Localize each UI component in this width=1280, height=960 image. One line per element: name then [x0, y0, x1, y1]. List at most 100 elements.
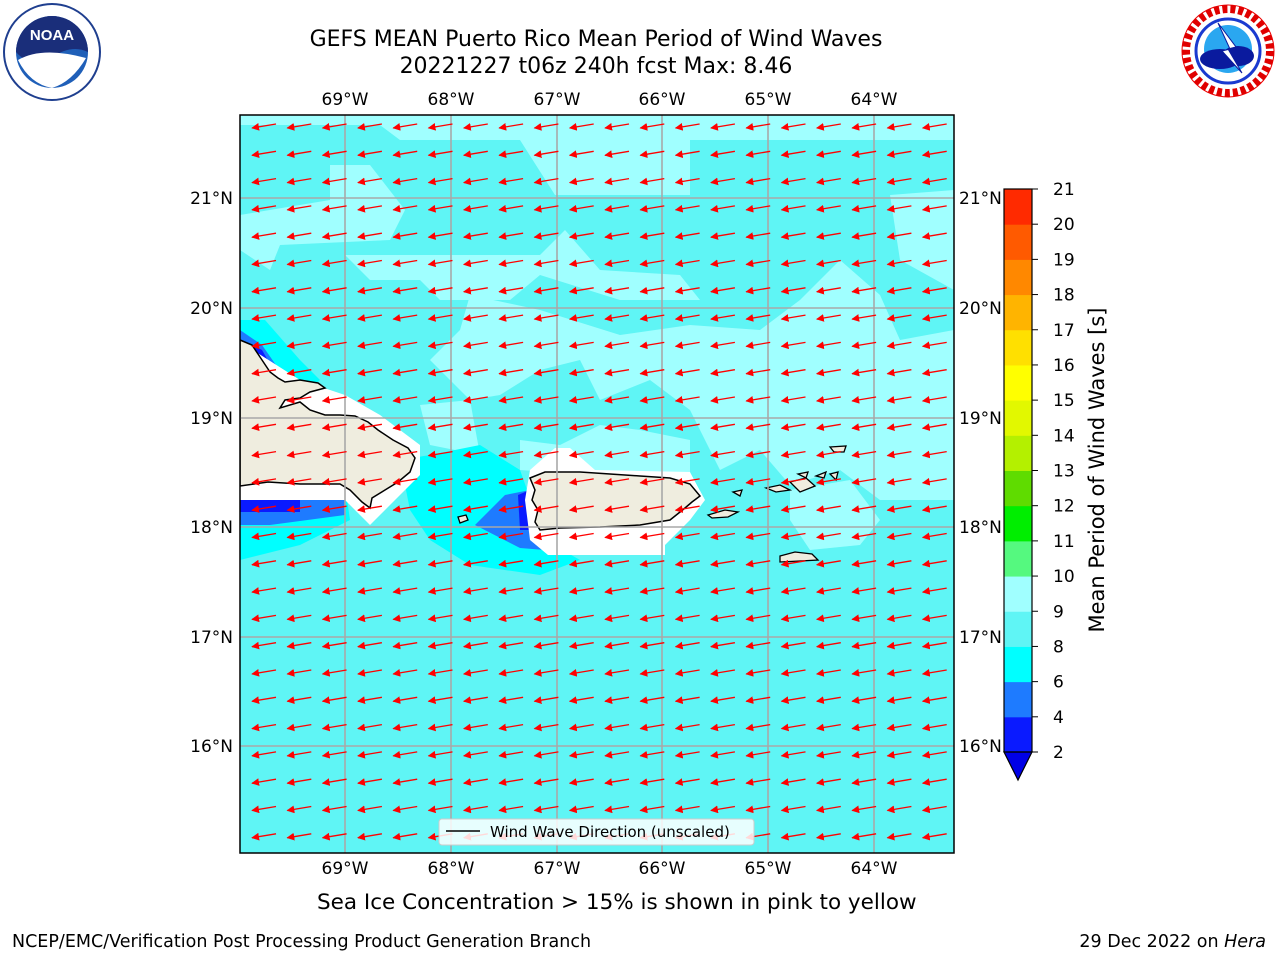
wind-arrow [321, 395, 347, 404]
wind-arrow [816, 696, 841, 704]
wind-arrow [251, 395, 277, 404]
wind-arrow [533, 668, 559, 677]
wind-arrow [463, 750, 488, 759]
wind-arrow [498, 614, 524, 623]
wind-arrow [392, 477, 418, 486]
wind-arrow [816, 477, 841, 486]
wind-arrow [886, 614, 912, 623]
wind-arrow [533, 177, 559, 186]
wind-arrow [533, 750, 559, 759]
wind-arrow [816, 450, 841, 459]
wind-arrow [533, 641, 559, 650]
wind-arrow [533, 286, 559, 295]
wind-arrow [463, 614, 488, 623]
wind-arrow [498, 423, 524, 431]
wind-arrow [780, 641, 806, 650]
wind-arrow [357, 314, 383, 322]
wind-arrow [674, 723, 700, 732]
wind-arrow [463, 723, 488, 732]
wind-arrow [533, 505, 559, 513]
wind-arrow [639, 505, 665, 513]
wind-arrow [921, 286, 947, 295]
wind-arrow [286, 805, 312, 814]
wind-arrow [463, 423, 488, 431]
wind-arrow [392, 450, 418, 459]
wind-arrow [357, 696, 383, 704]
wind-arrow [816, 587, 841, 595]
wind-arrow [886, 286, 912, 295]
wind-arrow [321, 532, 347, 541]
wind-arrow [357, 259, 383, 268]
wind-arrow [463, 341, 488, 350]
wind-arrow [674, 641, 700, 650]
wind-arrow [463, 232, 488, 240]
chart-subtitle: 20221227 t06z 240h fcst Max: 8.46 [399, 54, 793, 79]
wind-arrow [498, 641, 524, 650]
wind-arrow [816, 232, 841, 240]
wind-arrow [816, 204, 841, 213]
wind-arrow [498, 477, 524, 486]
wind-arrow [745, 341, 771, 350]
wind-arrow [816, 122, 841, 131]
wind-arrow [604, 587, 630, 595]
wind-arrow [674, 423, 700, 431]
wind-arrow [851, 587, 877, 595]
wind-arrow [674, 477, 700, 486]
wind-arrow [921, 423, 947, 431]
colorbar-segment [1004, 189, 1032, 225]
wind-arrow [604, 450, 630, 459]
wind-arrow [604, 395, 630, 404]
wind-arrow [674, 341, 700, 350]
wind-arrow [851, 122, 877, 131]
lat-label: 16°N [190, 737, 233, 757]
wind-arrow [780, 587, 806, 595]
wind-arrow [710, 204, 736, 213]
wind-arrow [251, 368, 277, 377]
wind-arrow [851, 668, 877, 677]
colorbar-tick-label: 2 [1053, 743, 1064, 763]
wind-arrow [463, 368, 488, 377]
sea-ice-note: Sea Ice Concentration > 15% is shown in … [317, 890, 917, 915]
wind-arrow [886, 750, 912, 759]
wind-arrow [604, 505, 630, 513]
wind-arrow [604, 477, 630, 486]
wind-arrow [533, 395, 559, 404]
wind-arrow [604, 259, 630, 268]
wind-arrow [745, 641, 771, 650]
wind-arrow [251, 423, 277, 431]
wind-arrow [427, 505, 453, 513]
wind-arrow [639, 778, 665, 786]
wind-arrow [357, 778, 383, 786]
lat-label: 21°N [959, 189, 1002, 209]
wind-arrow [286, 532, 312, 541]
footer-credit: NCEP/EMC/Verification Post Processing Pr… [12, 932, 592, 952]
wind-arrow [851, 750, 877, 759]
lat-label: 21°N [190, 189, 233, 209]
wind-arrow [392, 150, 418, 158]
wind-arrow [392, 723, 418, 732]
wind-arrow [321, 641, 347, 650]
wind-arrow [533, 368, 559, 377]
wind-arrow [568, 395, 594, 404]
wind-arrow [816, 395, 841, 404]
wind-arrow [392, 641, 418, 650]
wind-arrow [639, 232, 665, 240]
footer-date: 29 Dec 2022 on Hera [1079, 932, 1266, 952]
wind-arrow [851, 286, 877, 295]
wind-arrow [286, 614, 312, 623]
wind-arrow [745, 122, 771, 131]
wind-arrow [463, 778, 488, 786]
wind-arrow [780, 204, 806, 213]
wind-arrow [427, 450, 453, 459]
wind-arrow [886, 587, 912, 595]
wind-arrow [710, 505, 736, 513]
wind-arrow [357, 423, 383, 431]
wind-arrow [498, 805, 524, 814]
wind-arrow [498, 750, 524, 759]
wind-arrow [498, 559, 524, 568]
wind-arrow [639, 477, 665, 486]
wind-arrow [639, 450, 665, 459]
colorbar-tick-label: 4 [1053, 708, 1064, 728]
wind-arrow [427, 314, 453, 322]
